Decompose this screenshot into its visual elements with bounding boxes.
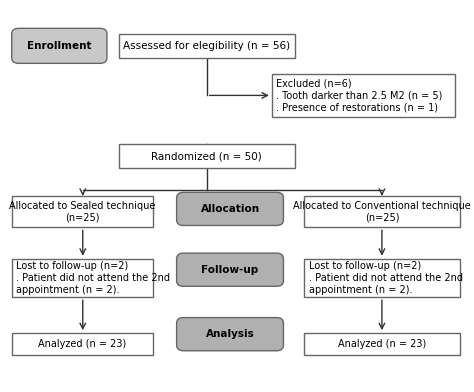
FancyBboxPatch shape xyxy=(272,74,456,117)
FancyBboxPatch shape xyxy=(177,318,283,351)
FancyBboxPatch shape xyxy=(304,196,460,227)
Text: Analyzed (n = 23): Analyzed (n = 23) xyxy=(38,339,127,349)
Text: Allocation: Allocation xyxy=(201,204,260,214)
FancyBboxPatch shape xyxy=(118,34,295,58)
Text: Enrollment: Enrollment xyxy=(27,41,91,51)
Text: Excluded (n=6)
. Tooth darker than 2.5 M2 (n = 5)
. Presence of restorations (n : Excluded (n=6) . Tooth darker than 2.5 M… xyxy=(276,79,443,112)
FancyBboxPatch shape xyxy=(177,253,283,286)
Text: Allocated to Sealed technique
(n=25): Allocated to Sealed technique (n=25) xyxy=(9,201,156,223)
Text: Analysis: Analysis xyxy=(206,329,255,339)
Text: Assessed for elegibility (n = 56): Assessed for elegibility (n = 56) xyxy=(123,41,291,51)
FancyBboxPatch shape xyxy=(12,196,154,227)
Text: Lost to follow-up (n=2)
. Patient did not attend the 2nd
appointment (n = 2).: Lost to follow-up (n=2) . Patient did no… xyxy=(16,261,170,294)
FancyBboxPatch shape xyxy=(12,28,107,64)
Text: Analyzed (n = 23): Analyzed (n = 23) xyxy=(338,339,426,349)
Text: Follow-up: Follow-up xyxy=(201,265,259,275)
Text: Allocated to Conventional technique
(n=25): Allocated to Conventional technique (n=2… xyxy=(293,201,471,223)
Text: Randomized (n = 50): Randomized (n = 50) xyxy=(151,151,262,162)
FancyBboxPatch shape xyxy=(12,259,154,297)
FancyBboxPatch shape xyxy=(12,333,154,355)
Text: Lost to follow-up (n=2)
. Patient did not attend the 2nd
appointment (n = 2).: Lost to follow-up (n=2) . Patient did no… xyxy=(309,261,463,294)
FancyBboxPatch shape xyxy=(118,144,295,169)
FancyBboxPatch shape xyxy=(304,333,460,355)
FancyBboxPatch shape xyxy=(304,259,460,297)
FancyBboxPatch shape xyxy=(177,192,283,225)
